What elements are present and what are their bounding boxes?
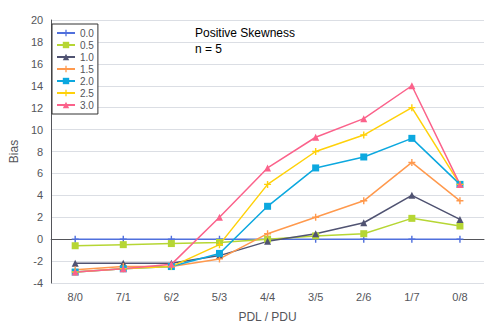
svg-text:12: 12 (31, 102, 43, 114)
svg-text:20: 20 (31, 14, 43, 26)
svg-text:16: 16 (31, 58, 43, 70)
svg-text:n = 5: n = 5 (195, 42, 222, 56)
svg-text:Positive Skewness: Positive Skewness (195, 26, 295, 40)
svg-text:0/8: 0/8 (452, 291, 467, 303)
svg-text:7/1: 7/1 (116, 291, 131, 303)
svg-text:1/7: 1/7 (404, 291, 419, 303)
svg-text:2.5: 2.5 (80, 88, 94, 99)
svg-text:0: 0 (37, 233, 43, 245)
svg-text:8: 8 (37, 146, 43, 158)
svg-text:0.0: 0.0 (80, 28, 94, 39)
svg-text:10: 10 (31, 124, 43, 136)
svg-text:8/0: 8/0 (68, 291, 83, 303)
svg-text:4: 4 (37, 189, 43, 201)
svg-text:6/2: 6/2 (164, 291, 179, 303)
svg-text:-2: -2 (33, 255, 43, 267)
svg-text:3/5: 3/5 (308, 291, 323, 303)
svg-text:2/6: 2/6 (356, 291, 371, 303)
svg-text:3.0: 3.0 (80, 100, 94, 111)
svg-text:14: 14 (31, 80, 43, 92)
svg-text:-4: -4 (33, 277, 43, 289)
svg-text:2.0: 2.0 (80, 76, 94, 87)
svg-text:0.5: 0.5 (80, 40, 94, 51)
svg-text:6: 6 (37, 167, 43, 179)
svg-text:1.5: 1.5 (80, 64, 94, 75)
svg-text:2: 2 (37, 211, 43, 223)
svg-text:PDL / PDU: PDL / PDU (238, 310, 296, 324)
svg-text:Bias: Bias (7, 140, 21, 163)
svg-text:1.0: 1.0 (80, 52, 94, 63)
svg-text:4/4: 4/4 (260, 291, 275, 303)
svg-text:18: 18 (31, 36, 43, 48)
svg-text:5/3: 5/3 (212, 291, 227, 303)
